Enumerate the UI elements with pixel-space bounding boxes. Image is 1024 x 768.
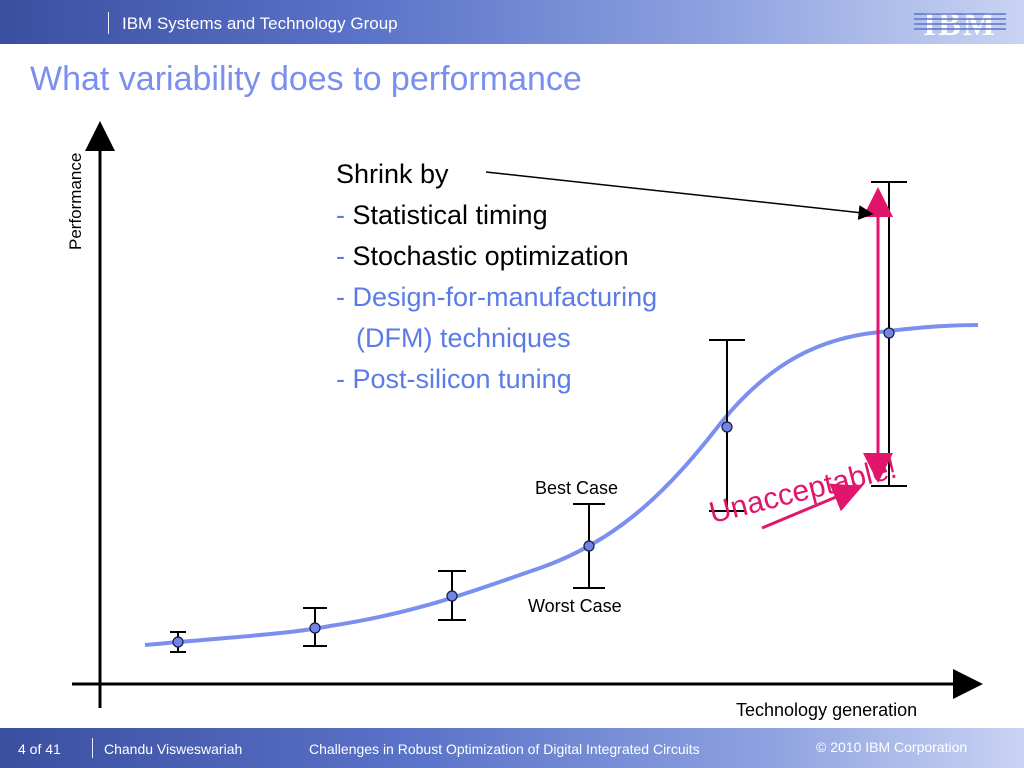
data-point bbox=[309, 622, 321, 634]
header-separator bbox=[108, 12, 109, 34]
author-name: Chandu Visweswariah bbox=[104, 741, 243, 757]
ibm-logo-icon: IBM bbox=[914, 6, 1006, 42]
data-point bbox=[721, 421, 733, 433]
group-name: IBM Systems and Technology Group bbox=[122, 14, 398, 33]
page-number: 4 of 41 bbox=[18, 741, 61, 757]
y-axis-label: Performance bbox=[66, 152, 85, 250]
data-point bbox=[172, 636, 184, 648]
x-axis-label: Technology generation bbox=[736, 700, 918, 720]
copyright: © 2010 IBM Corporation bbox=[816, 739, 968, 755]
footer-bar: 4 of 41 Chandu Visweswariah Challenges i… bbox=[0, 728, 1024, 768]
shrink-arrow bbox=[485, 171, 874, 220]
header-bar: IBM Systems and Technology Group IBM bbox=[0, 0, 1024, 44]
data-point bbox=[583, 540, 595, 552]
worst-case-label: Worst Case bbox=[528, 596, 622, 616]
talk-title: Challenges in Robust Optimization of Dig… bbox=[309, 741, 700, 757]
data-point bbox=[446, 590, 458, 602]
footer-separator bbox=[92, 738, 93, 758]
list-item: (DFM) techniques bbox=[356, 323, 571, 353]
data-point bbox=[883, 327, 895, 339]
best-case-label: Best Case bbox=[535, 478, 619, 498]
data-points bbox=[172, 327, 895, 648]
list-item: - Post-silicon tuning bbox=[336, 364, 572, 394]
shrink-list: Shrink by - Statistical timing - Stochas… bbox=[336, 154, 657, 400]
list-item: - Statistical timing bbox=[336, 200, 548, 230]
shrink-intro: Shrink by bbox=[336, 159, 449, 189]
slide-title: What variability does to performance bbox=[30, 60, 582, 98]
list-item: - Design-for-manufacturing bbox=[336, 282, 658, 312]
unacceptable-arrow bbox=[761, 483, 863, 530]
list-item: - Stochastic optimization bbox=[336, 241, 629, 271]
